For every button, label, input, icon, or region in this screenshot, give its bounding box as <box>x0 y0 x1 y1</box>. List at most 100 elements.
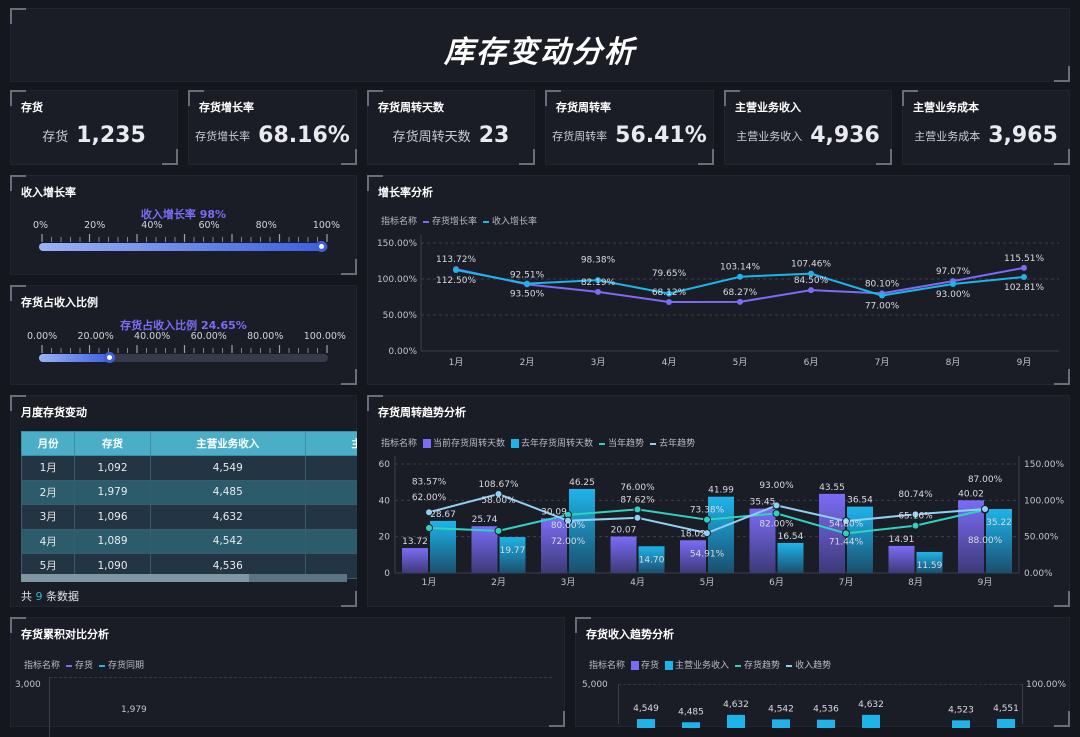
data-label: 93.50% <box>510 290 545 300</box>
legend-item[interactable]: 存货 <box>66 658 93 671</box>
data-label: 41.99 <box>708 486 734 496</box>
column-header[interactable]: 主营业务收入 <box>149 431 306 456</box>
data-label: 82.00% <box>759 519 794 529</box>
legend-item[interactable]: 去年存货周转天数 <box>511 436 593 449</box>
gauge-knob <box>104 352 116 363</box>
data-label: 19.77 <box>500 546 526 556</box>
column-header[interactable]: 主营业务成本 <box>304 431 357 456</box>
bar <box>638 546 665 573</box>
bar <box>986 509 1012 573</box>
legend-title: 指标名称 <box>24 661 61 671</box>
page-title: 库存变动分析 <box>444 35 636 70</box>
panel-title: 收入增长率 <box>21 186 76 199</box>
data-point <box>772 501 781 510</box>
kpi-title: 存货 <box>21 101 43 114</box>
legend-item[interactable]: 当前存货周转天数 <box>423 436 505 449</box>
legend-item[interactable]: 收入增长率 <box>483 214 537 227</box>
gauge-track <box>39 241 328 252</box>
data-point <box>564 516 572 525</box>
legend-item[interactable]: 收入趋势 <box>786 658 831 671</box>
footer-suffix: 条数据 <box>46 590 79 603</box>
gridline <box>618 684 1022 685</box>
data-point <box>666 298 672 305</box>
y-tick-label: 0 <box>384 569 390 579</box>
data-point <box>808 287 814 294</box>
data-point <box>879 292 885 299</box>
kpi-title: 主营业务收入 <box>735 101 801 114</box>
bar <box>541 518 567 573</box>
legend-item[interactable]: 当年趋势 <box>599 436 644 449</box>
data-label: 14.70 <box>639 555 665 565</box>
data-label: 80.74% <box>898 490 933 500</box>
chart-legend: 指标名称 存货增长率 收入增长率 <box>381 214 537 227</box>
growth-line-chart: 0.00% 50.00% 100.00% 150.00% 1月 2月 3月 4月 5月 6月 7月 8… <box>377 235 1059 368</box>
kpi-card: 存货增长率 存货增长率 68.16% <box>188 90 357 165</box>
legend-item[interactable]: 存货趋势 <box>735 658 780 671</box>
data-label: 103.14% <box>720 263 760 273</box>
cumulative-comparison-panel: 存货累积对比分析 指标名称 存货 存货同期 3,000 1,979 <box>10 617 565 737</box>
legend-item[interactable]: 去年趋势 <box>650 436 695 449</box>
x-tick-label: 6月 <box>804 357 819 368</box>
panel-title: 增长率分析 <box>378 186 433 199</box>
horizontal-scrollbar[interactable] <box>21 574 347 582</box>
gauge-scale <box>41 234 328 242</box>
data-label: 54.91% <box>690 550 725 560</box>
data-point <box>1021 273 1027 280</box>
bar <box>610 536 637 573</box>
gauge-tick-label: 80.00% <box>247 331 284 342</box>
kpi-title: 存货周转率 <box>556 101 611 114</box>
table-cell: 1,090 <box>74 553 151 579</box>
data-label: 82.19% <box>581 278 616 288</box>
x-tick-label: 4月 <box>662 357 677 368</box>
x-tick-label: 5月 <box>700 577 715 588</box>
bar <box>471 526 498 573</box>
data-label: 80.10% <box>865 279 900 289</box>
data-label: 87.62% <box>620 495 655 505</box>
legend-item[interactable]: 存货增长率 <box>423 214 477 227</box>
bar <box>727 714 745 728</box>
x-tick-label: 3月 <box>591 357 606 368</box>
y2-tick-label: 150.00% <box>1024 460 1064 470</box>
x-tick-label: 2月 <box>491 577 506 588</box>
legend-item[interactable]: 存货同期 <box>99 658 144 671</box>
legend-item[interactable]: 存货 <box>631 658 659 671</box>
column-header[interactable]: 月份 <box>21 431 76 456</box>
data-label: 79.65% <box>652 269 687 279</box>
column-header[interactable]: 存货 <box>74 431 151 456</box>
series-line <box>455 266 1025 303</box>
kpi-value: 56.41% <box>615 123 707 148</box>
data-label: 80.00% <box>551 521 586 531</box>
table-cell: 4,632 <box>149 504 306 530</box>
data-label: 58.00% <box>481 496 516 506</box>
data-label: 72.00% <box>551 537 586 547</box>
gauge-caption: 存货占收入比例 24.65% <box>120 319 247 332</box>
x-tick-label: 1月 <box>449 357 464 368</box>
data-label: 28.67 <box>430 510 456 520</box>
bar <box>680 540 706 573</box>
data-point <box>564 510 572 519</box>
data-label: 68.12% <box>652 288 687 298</box>
legend-title: 指标名称 <box>381 439 418 449</box>
data-point <box>524 281 530 288</box>
data-label: 40.02 <box>958 489 984 499</box>
gauge-tick-labels: 0% 20% 40% 60% 80% 100% <box>33 220 340 231</box>
gauge-tick-labels: 0.00% 20.00% 40.00% 60.00% 80.00% 100.00% <box>27 331 346 342</box>
kpi-label: 存货周转天数 <box>392 130 471 145</box>
legend-item[interactable]: 主营业务收入 <box>665 658 729 671</box>
kpi-title: 存货周转天数 <box>378 101 444 114</box>
table-cell: 584 <box>304 479 357 505</box>
bar <box>819 493 845 573</box>
bar <box>916 551 943 573</box>
bar <box>749 508 776 573</box>
data-label: 4,536 <box>813 705 839 715</box>
bar <box>430 520 456 573</box>
footer-prefix: 共 <box>21 590 32 603</box>
gauge-tick-label: 100% <box>312 220 340 231</box>
scrollbar-thumb[interactable] <box>21 574 250 582</box>
data-label: 11.59 <box>917 561 943 571</box>
